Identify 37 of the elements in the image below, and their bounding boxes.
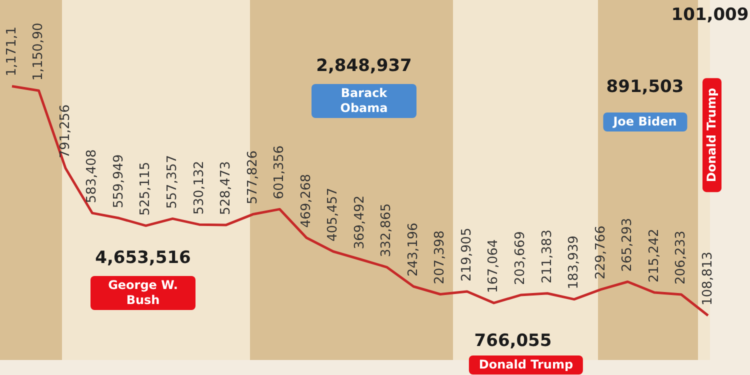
data-label: 203,669 xyxy=(512,231,528,286)
data-label: 167,064 xyxy=(486,239,502,293)
data-label: 219,905 xyxy=(459,228,474,282)
name-tag: George W. Bush xyxy=(90,276,196,310)
data-label: 557,357 xyxy=(164,154,180,209)
data-label: 405,457 xyxy=(326,188,341,242)
data-label: 577,826 xyxy=(245,150,260,204)
data-label: 1,150,90 xyxy=(31,22,46,81)
name-tag: Barack Obama xyxy=(312,84,416,118)
name-tag: Donald Trump xyxy=(702,78,722,192)
data-label: 211,383 xyxy=(540,230,555,284)
text: 101,009 xyxy=(671,5,749,25)
name-tag: Donald Trump xyxy=(468,356,584,374)
data-label: 265,293 xyxy=(620,218,636,272)
name-tag: Joe Biden xyxy=(603,112,687,132)
data-label: 601,356 xyxy=(272,145,288,200)
annotation: 891,503 xyxy=(606,77,684,97)
data-label: 583,408 xyxy=(84,149,100,204)
data-label: 206,233 xyxy=(674,230,689,284)
annotation: 4,653,516 xyxy=(95,248,191,268)
data-label: 559,949 xyxy=(111,154,126,208)
data-label: 243,196 xyxy=(406,222,421,277)
data-label: 229,766 xyxy=(593,226,608,280)
data-label: 108,813 xyxy=(700,252,716,306)
data-label: 1,171,1 xyxy=(4,26,20,76)
data-label: 207,398 xyxy=(432,230,448,284)
data-label: 183,939 xyxy=(566,236,582,290)
data-label: 528,473 xyxy=(218,161,234,215)
data-label: 369,492 xyxy=(352,195,368,250)
data-label: 791,256 xyxy=(58,104,73,158)
text: 2,848,937 xyxy=(316,56,412,76)
text: 766,055 xyxy=(474,331,552,351)
data-label: 469,268 xyxy=(298,174,314,228)
data-label: 215,242 xyxy=(646,228,662,283)
data-label: 332,865 xyxy=(379,203,394,258)
data-label: 530,132 xyxy=(192,160,207,215)
data-label: 525,115 xyxy=(138,162,154,216)
